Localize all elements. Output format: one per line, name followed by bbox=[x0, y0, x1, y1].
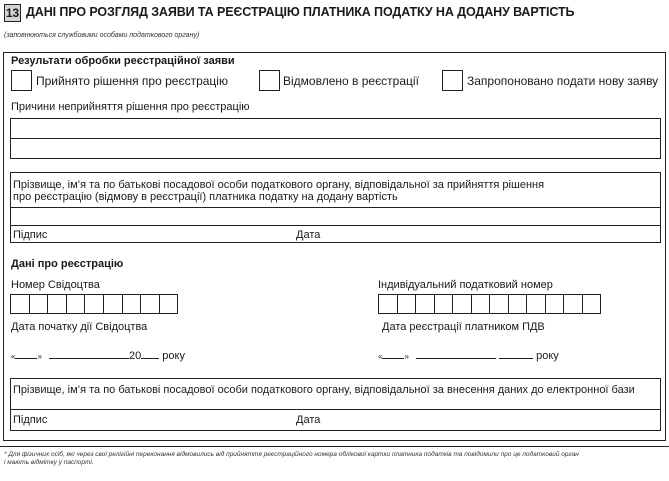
date-label: Дата bbox=[296, 414, 321, 426]
digit-cell[interactable] bbox=[564, 295, 583, 313]
reasons-field[interactable] bbox=[10, 118, 661, 159]
signature-label: Підпис bbox=[13, 414, 48, 426]
checkbox-new-application[interactable] bbox=[442, 70, 463, 91]
footnote-line-2: і мають відмітку у паспорті. bbox=[4, 459, 94, 466]
certificate-number-input[interactable] bbox=[10, 294, 179, 314]
open-quote: « bbox=[378, 352, 383, 361]
digit-cell[interactable] bbox=[398, 295, 416, 313]
year-suffix: року bbox=[536, 350, 559, 362]
registration-heading: Дані про реєстрацію bbox=[11, 258, 124, 270]
reasons-divider bbox=[11, 138, 660, 139]
month-blank[interactable] bbox=[415, 358, 496, 359]
day-blank[interactable] bbox=[15, 358, 38, 359]
checkbox-registration-accepted[interactable] bbox=[11, 70, 32, 91]
digit-cell[interactable] bbox=[123, 295, 142, 313]
database-official-box bbox=[10, 378, 661, 431]
divider bbox=[10, 409, 660, 410]
digit-cell[interactable] bbox=[509, 295, 527, 313]
digit-cell[interactable] bbox=[527, 295, 546, 313]
digit-cell[interactable] bbox=[546, 295, 564, 313]
certificate-start-label: Дата початку дії Свідоцтва bbox=[11, 321, 148, 333]
decision-official-label-2: про реєстрацію (відмову в реєстрації) пл… bbox=[13, 191, 398, 203]
digit-cell[interactable] bbox=[583, 295, 601, 313]
date-label: Дата bbox=[296, 229, 321, 241]
tax-id-input[interactable] bbox=[378, 294, 601, 314]
section-number-badge: 13 bbox=[4, 4, 21, 22]
vat-registration-date[interactable]: « » року bbox=[378, 350, 559, 362]
form-section-box bbox=[3, 52, 666, 441]
digit-cell[interactable] bbox=[67, 295, 86, 313]
certificate-number-label: Номер Свідоцтва bbox=[11, 279, 100, 291]
digit-cell[interactable] bbox=[48, 295, 67, 313]
year-blank[interactable] bbox=[141, 358, 160, 359]
checkbox-label-new-application: Запропоновано подати нову заяву bbox=[467, 74, 659, 88]
digit-cell[interactable] bbox=[435, 295, 453, 313]
digit-cell[interactable] bbox=[160, 295, 179, 313]
checkbox-label-refused: Відмовлено в реєстрації bbox=[283, 74, 419, 88]
decision-official-label-1: Прізвище, ім’я та по батькові посадової … bbox=[13, 179, 545, 191]
reasons-label: Причини неприйняття рішення про реєстрац… bbox=[11, 101, 250, 113]
digit-cell[interactable] bbox=[453, 295, 472, 313]
year-prefix: 20 bbox=[128, 350, 142, 362]
digit-cell[interactable] bbox=[85, 295, 104, 313]
digit-cell[interactable] bbox=[472, 295, 490, 313]
decision-official-name-input[interactable] bbox=[11, 208, 659, 224]
digit-cell[interactable] bbox=[30, 295, 49, 313]
signature-label: Підпис bbox=[13, 229, 48, 241]
vat-registration-label: Дата реєстрації платником ПДВ bbox=[382, 321, 545, 333]
day-blank[interactable] bbox=[382, 358, 405, 359]
section-subtitle: (заповнюються службовими особами податко… bbox=[4, 32, 200, 39]
results-heading: Результати обробки реєстраційної заяви bbox=[11, 55, 235, 67]
close-quote: » bbox=[404, 352, 409, 361]
divider bbox=[10, 207, 660, 208]
database-official-label: Прізвище, ім’я та по батькові посадової … bbox=[13, 384, 635, 396]
year-blank[interactable] bbox=[499, 358, 534, 359]
close-quote: » bbox=[37, 352, 42, 361]
digit-cell[interactable] bbox=[490, 295, 509, 313]
checkbox-label-accepted: Прийнято рішення про реєстрацію bbox=[36, 74, 228, 88]
checkbox-registration-refused[interactable] bbox=[259, 70, 280, 91]
open-quote: « bbox=[11, 352, 16, 361]
divider bbox=[10, 225, 660, 226]
certificate-start-date[interactable]: « » 20 року bbox=[11, 350, 185, 362]
digit-cell[interactable] bbox=[141, 295, 160, 313]
tax-id-label: Індивідуальний податковий номер bbox=[378, 279, 553, 291]
month-blank[interactable] bbox=[48, 358, 129, 359]
footnote-line-1: * Для фізичних осіб, які через свої релі… bbox=[4, 451, 579, 458]
footnote-divider bbox=[0, 446, 669, 447]
digit-cell[interactable] bbox=[104, 295, 123, 313]
digit-cell[interactable] bbox=[11, 295, 30, 313]
digit-cell[interactable] bbox=[416, 295, 435, 313]
section-title: ДАНІ ПРО РОЗГЛЯД ЗАЯВИ ТА РЕЄСТРАЦІЮ ПЛА… bbox=[26, 5, 575, 19]
digit-cell[interactable] bbox=[379, 295, 398, 313]
year-suffix: року bbox=[162, 350, 185, 362]
